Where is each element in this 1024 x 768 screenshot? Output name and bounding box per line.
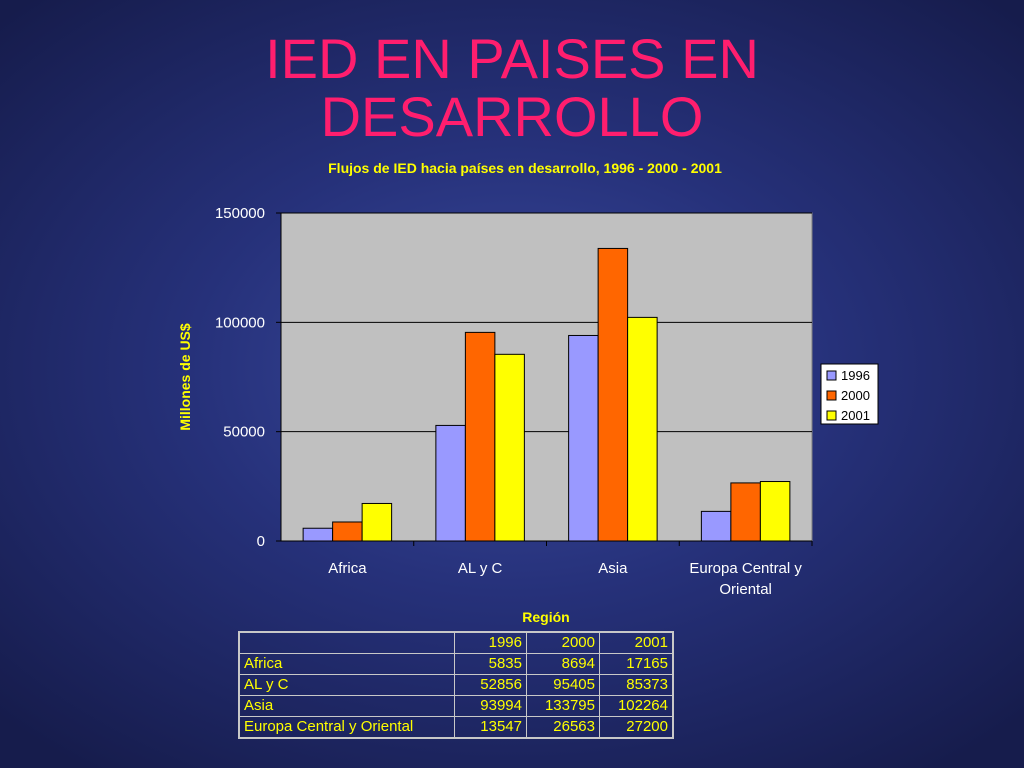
x-tick-label-line: Africa	[328, 560, 367, 577]
chart-title: Flujos de IED hacia países en desarrollo…	[328, 160, 722, 176]
legend-label-2001: 2001	[841, 408, 870, 423]
x-axis-title: Región	[522, 609, 569, 625]
bar-1996-europa-central-y-oriental	[700, 510, 732, 542]
y-tick-label: 50000	[223, 424, 265, 441]
bar-2000-europa-central-y-oriental	[730, 482, 761, 542]
bar-2001-al-y-c	[494, 353, 525, 542]
table-cell: 52856	[454, 674, 527, 696]
legend-swatch-2001	[826, 410, 837, 421]
table-cell-region: Africa	[238, 653, 455, 675]
x-tick-label-line: AL y C	[458, 560, 503, 577]
table-row: AL y C 52856 95405 85373	[238, 674, 674, 696]
bar-2000-asia	[597, 247, 629, 542]
table-row: Asia 93994 133795 102264	[238, 695, 674, 717]
bar-2001-asia	[627, 316, 658, 542]
legend-swatch-1996	[826, 370, 837, 381]
table-cell-region: Asia	[238, 695, 455, 717]
x-tick-label-line: Asia	[598, 560, 628, 577]
table-cell: 13547	[454, 716, 527, 739]
bar-2000-al-y-c	[464, 331, 496, 542]
table-cell: 5835	[454, 653, 527, 675]
bars	[302, 247, 791, 542]
table-row: Europa Central y Oriental 13547 26563 27…	[238, 716, 674, 739]
table-cell: 85373	[599, 674, 674, 696]
bar-2001-africa	[361, 502, 393, 542]
table-cell: 95405	[526, 674, 600, 696]
table-header-cell: 1996	[454, 631, 527, 654]
y-tick-label: 100000	[215, 314, 265, 331]
table-header-cell: 2001	[599, 631, 674, 654]
x-tick-label: Europa Central y Oriental	[689, 560, 802, 598]
legend-label-2000: 2000	[841, 388, 870, 403]
table-cell: 8694	[526, 653, 600, 675]
x-tick-label: Africa	[328, 560, 367, 577]
y-axis-title: Millones de US$	[177, 323, 193, 431]
table-row: Africa 5835 8694 17165	[238, 653, 674, 675]
legend: 1996 2000 2001	[820, 363, 879, 425]
table-header-cell	[238, 631, 455, 654]
legend-label-1996: 1996	[841, 368, 870, 383]
bar-1996-al-y-c	[435, 424, 466, 542]
slide-title-line-1: IED EN PAISES EN	[265, 27, 759, 90]
table-cell-region: Europa Central y Oriental	[238, 716, 455, 739]
table-cell: 93994	[454, 695, 527, 717]
table-header-row: 1996 2000 2001	[238, 631, 674, 654]
table-header-cell: 2000	[526, 631, 600, 654]
table-cell: 27200	[599, 716, 674, 739]
bar-2000-africa	[332, 521, 363, 542]
x-tick-label-line: Oriental	[719, 581, 772, 598]
x-tick-label-line: Europa Central y	[689, 560, 802, 577]
table-cell: 133795	[526, 695, 600, 717]
legend-swatch-2000	[826, 390, 837, 401]
axes: 0 50000 100000 150000 Africa AL y C Asia Europa…	[215, 205, 813, 598]
slide-title: IED EN PAISES EN DESARROLLO	[0, 30, 1024, 146]
plot-area	[280, 212, 813, 542]
bar-1996-africa	[302, 527, 334, 542]
bar-1996-asia	[568, 334, 599, 542]
y-tick-label: 0	[257, 533, 265, 550]
x-tick-label: Asia	[598, 560, 628, 577]
x-tick-label: AL y C	[458, 560, 503, 577]
table-cell: 26563	[526, 716, 600, 739]
data-table: 1996 2000 2001 Africa 5835 8694 17165 AL…	[238, 631, 674, 739]
table-cell-region: AL y C	[238, 674, 455, 696]
y-tick-label: 150000	[215, 205, 265, 222]
bar-2001-europa-central-y-oriental	[759, 481, 791, 542]
table-cell: 17165	[599, 653, 674, 675]
plot-background	[280, 212, 813, 542]
slide-title-line-2: DESARROLLO	[320, 85, 704, 148]
table-cell: 102264	[599, 695, 674, 717]
